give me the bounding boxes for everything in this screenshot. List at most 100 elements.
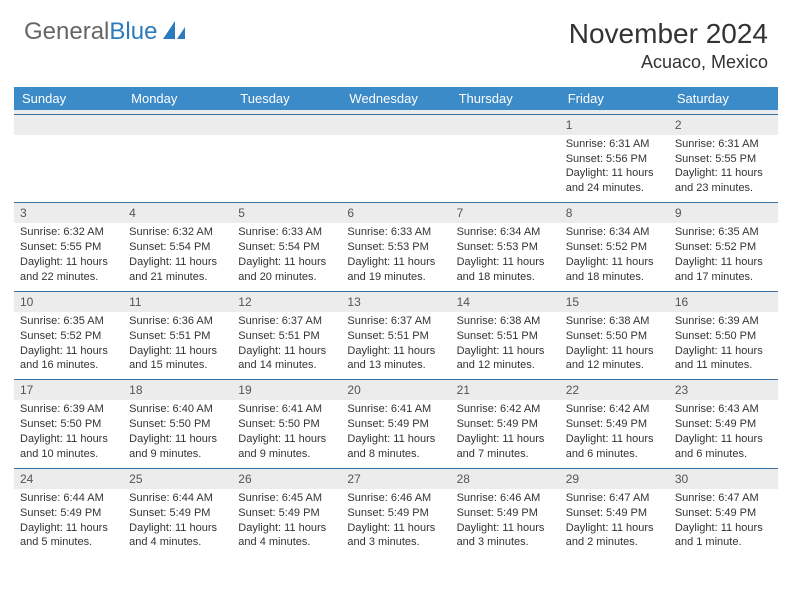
calendar-cell: 21Sunrise: 6:42 AMSunset: 5:49 PMDayligh… [451,380,560,469]
day-body: Sunrise: 6:44 AMSunset: 5:49 PMDaylight:… [123,489,232,556]
calendar-cell: 19Sunrise: 6:41 AMSunset: 5:50 PMDayligh… [232,380,341,469]
day-number: 28 [451,469,560,489]
calendar-cell-empty [232,114,341,203]
day-number: 1 [560,115,669,135]
day-number: 20 [341,380,450,400]
calendar: SundayMondayTuesdayWednesdayThursdayFrid… [14,87,778,556]
calendar-cell: 11Sunrise: 6:36 AMSunset: 5:51 PMDayligh… [123,291,232,380]
calendar-cell: 15Sunrise: 6:38 AMSunset: 5:50 PMDayligh… [560,291,669,380]
day-body: Sunrise: 6:31 AMSunset: 5:56 PMDaylight:… [560,135,669,202]
calendar-cell-empty [341,114,450,203]
weekday-header: Monday [123,87,232,110]
day-body: Sunrise: 6:47 AMSunset: 5:49 PMDaylight:… [560,489,669,556]
calendar-row: 17Sunrise: 6:39 AMSunset: 5:50 PMDayligh… [14,380,778,469]
calendar-row: 3Sunrise: 6:32 AMSunset: 5:55 PMDaylight… [14,203,778,292]
calendar-cell: 27Sunrise: 6:46 AMSunset: 5:49 PMDayligh… [341,468,450,556]
day-body: Sunrise: 6:45 AMSunset: 5:49 PMDaylight:… [232,489,341,556]
day-number: 7 [451,203,560,223]
day-body: Sunrise: 6:43 AMSunset: 5:49 PMDaylight:… [669,400,778,467]
day-number: 10 [14,292,123,312]
day-number: 19 [232,380,341,400]
weekday-header: Saturday [669,87,778,110]
day-number: 15 [560,292,669,312]
day-number: 27 [341,469,450,489]
day-number: 6 [341,203,450,223]
calendar-cell: 3Sunrise: 6:32 AMSunset: 5:55 PMDaylight… [14,203,123,292]
day-number: 24 [14,469,123,489]
calendar-cell: 8Sunrise: 6:34 AMSunset: 5:52 PMDaylight… [560,203,669,292]
logo: GeneralBlue [24,18,187,46]
calendar-cell: 6Sunrise: 6:33 AMSunset: 5:53 PMDaylight… [341,203,450,292]
header: GeneralBlue November 2024 Acuaco, Mexico [0,0,792,79]
day-number: 29 [560,469,669,489]
calendar-cell: 18Sunrise: 6:40 AMSunset: 5:50 PMDayligh… [123,380,232,469]
calendar-cell: 16Sunrise: 6:39 AMSunset: 5:50 PMDayligh… [669,291,778,380]
day-body: Sunrise: 6:32 AMSunset: 5:54 PMDaylight:… [123,223,232,290]
day-number: 8 [560,203,669,223]
logo-text: GeneralBlue [24,18,157,46]
calendar-cell: 4Sunrise: 6:32 AMSunset: 5:54 PMDaylight… [123,203,232,292]
day-body: Sunrise: 6:42 AMSunset: 5:49 PMDaylight:… [451,400,560,467]
day-number: 26 [232,469,341,489]
calendar-cell: 26Sunrise: 6:45 AMSunset: 5:49 PMDayligh… [232,468,341,556]
day-body: Sunrise: 6:32 AMSunset: 5:55 PMDaylight:… [14,223,123,290]
calendar-cell: 23Sunrise: 6:43 AMSunset: 5:49 PMDayligh… [669,380,778,469]
day-number: 23 [669,380,778,400]
day-body: Sunrise: 6:33 AMSunset: 5:54 PMDaylight:… [232,223,341,290]
day-body: Sunrise: 6:39 AMSunset: 5:50 PMDaylight:… [669,312,778,379]
day-body: Sunrise: 6:36 AMSunset: 5:51 PMDaylight:… [123,312,232,379]
day-body: Sunrise: 6:35 AMSunset: 5:52 PMDaylight:… [669,223,778,290]
calendar-row: 24Sunrise: 6:44 AMSunset: 5:49 PMDayligh… [14,468,778,556]
calendar-cell: 20Sunrise: 6:41 AMSunset: 5:49 PMDayligh… [341,380,450,469]
calendar-row: 10Sunrise: 6:35 AMSunset: 5:52 PMDayligh… [14,291,778,380]
day-number: 14 [451,292,560,312]
calendar-cell: 30Sunrise: 6:47 AMSunset: 5:49 PMDayligh… [669,468,778,556]
day-number: 17 [14,380,123,400]
weekday-header: Wednesday [341,87,450,110]
calendar-cell: 25Sunrise: 6:44 AMSunset: 5:49 PMDayligh… [123,468,232,556]
day-number: 2 [669,115,778,135]
calendar-cell: 13Sunrise: 6:37 AMSunset: 5:51 PMDayligh… [341,291,450,380]
calendar-row: 1Sunrise: 6:31 AMSunset: 5:56 PMDaylight… [14,114,778,203]
logo-part1: General [24,18,109,45]
title-block: November 2024 Acuaco, Mexico [569,18,768,73]
weekday-header: Thursday [451,87,560,110]
day-number: 25 [123,469,232,489]
weekday-header-row: SundayMondayTuesdayWednesdayThursdayFrid… [14,87,778,110]
calendar-cell: 5Sunrise: 6:33 AMSunset: 5:54 PMDaylight… [232,203,341,292]
day-body: Sunrise: 6:44 AMSunset: 5:49 PMDaylight:… [14,489,123,556]
day-number: 18 [123,380,232,400]
weekday-header: Friday [560,87,669,110]
sail-icon [161,19,187,46]
day-body: Sunrise: 6:37 AMSunset: 5:51 PMDaylight:… [341,312,450,379]
calendar-cell: 22Sunrise: 6:42 AMSunset: 5:49 PMDayligh… [560,380,669,469]
calendar-cell: 2Sunrise: 6:31 AMSunset: 5:55 PMDaylight… [669,114,778,203]
calendar-cell: 9Sunrise: 6:35 AMSunset: 5:52 PMDaylight… [669,203,778,292]
day-body: Sunrise: 6:40 AMSunset: 5:50 PMDaylight:… [123,400,232,467]
day-number: 16 [669,292,778,312]
day-body: Sunrise: 6:31 AMSunset: 5:55 PMDaylight:… [669,135,778,202]
calendar-cell-empty [123,114,232,203]
day-number: 4 [123,203,232,223]
day-body: Sunrise: 6:34 AMSunset: 5:52 PMDaylight:… [560,223,669,290]
day-body: Sunrise: 6:39 AMSunset: 5:50 PMDaylight:… [14,400,123,467]
calendar-cell: 10Sunrise: 6:35 AMSunset: 5:52 PMDayligh… [14,291,123,380]
weekday-header: Tuesday [232,87,341,110]
day-body: Sunrise: 6:42 AMSunset: 5:49 PMDaylight:… [560,400,669,467]
day-body: Sunrise: 6:34 AMSunset: 5:53 PMDaylight:… [451,223,560,290]
day-body: Sunrise: 6:38 AMSunset: 5:51 PMDaylight:… [451,312,560,379]
day-number: 21 [451,380,560,400]
day-body: Sunrise: 6:46 AMSunset: 5:49 PMDaylight:… [451,489,560,556]
day-number: 5 [232,203,341,223]
day-number: 11 [123,292,232,312]
calendar-cell: 12Sunrise: 6:37 AMSunset: 5:51 PMDayligh… [232,291,341,380]
day-body: Sunrise: 6:33 AMSunset: 5:53 PMDaylight:… [341,223,450,290]
location: Acuaco, Mexico [569,52,768,73]
calendar-cell: 7Sunrise: 6:34 AMSunset: 5:53 PMDaylight… [451,203,560,292]
page-title: November 2024 [569,18,768,50]
calendar-cell: 28Sunrise: 6:46 AMSunset: 5:49 PMDayligh… [451,468,560,556]
day-body: Sunrise: 6:41 AMSunset: 5:49 PMDaylight:… [341,400,450,467]
calendar-cell-empty [14,114,123,203]
day-number: 9 [669,203,778,223]
calendar-cell: 29Sunrise: 6:47 AMSunset: 5:49 PMDayligh… [560,468,669,556]
